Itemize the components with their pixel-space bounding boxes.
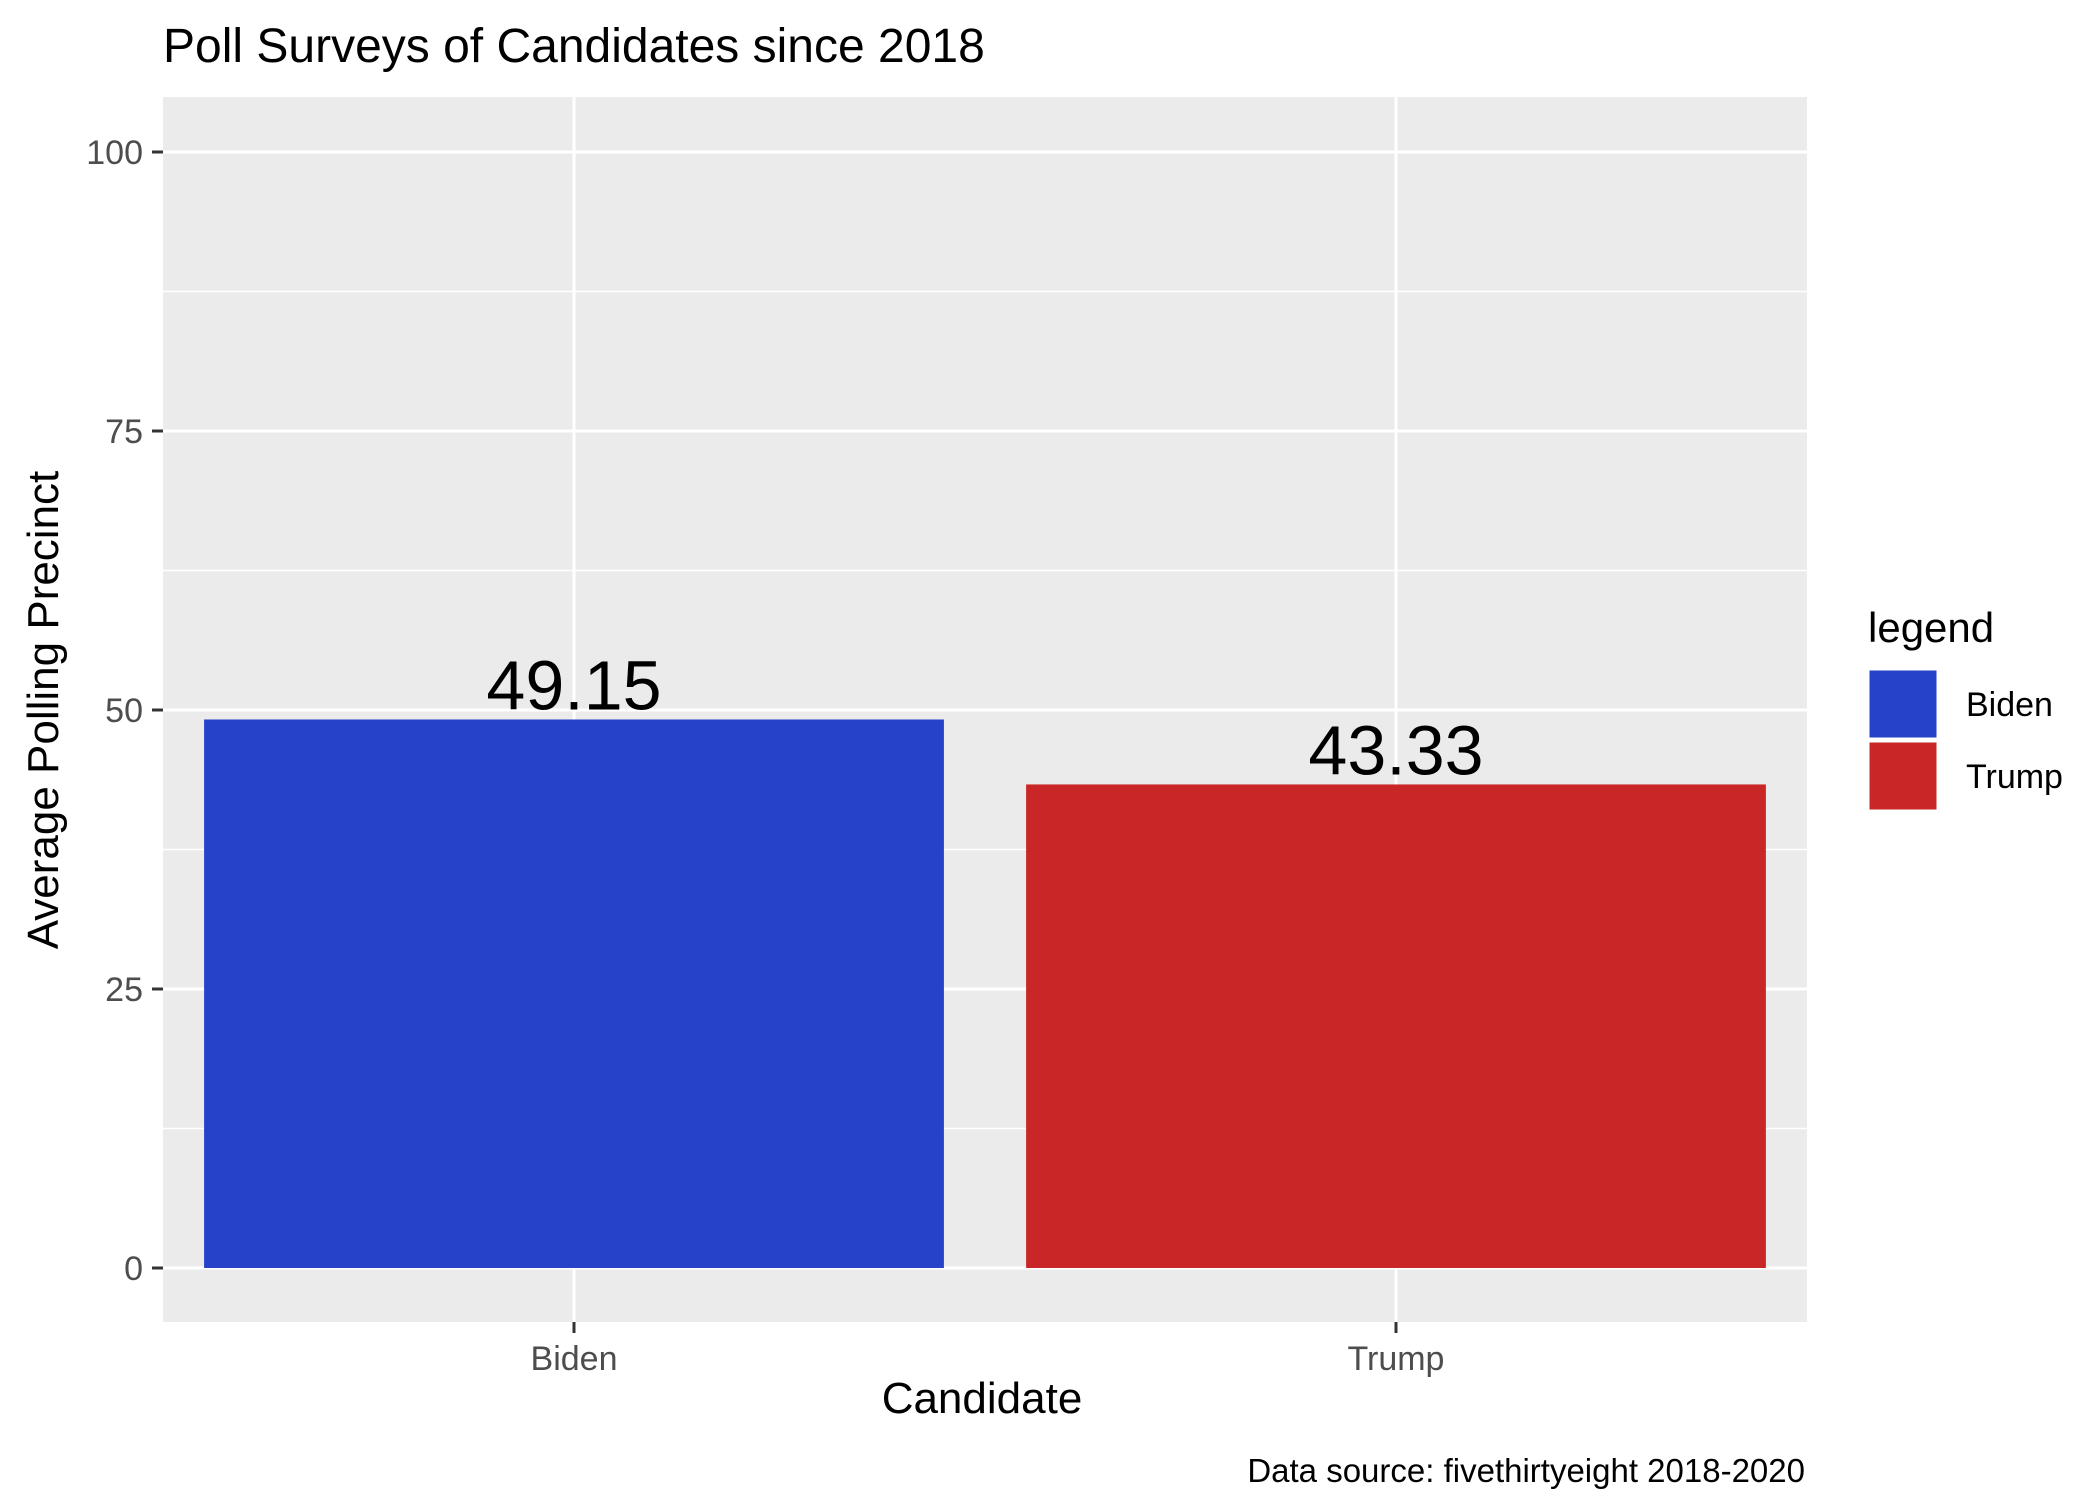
legend: legend Biden Trump bbox=[1866, 604, 2063, 813]
legend-title: legend bbox=[1868, 604, 1994, 651]
bar-value-label-trump: 43.33 bbox=[1308, 711, 1483, 789]
bar-biden bbox=[204, 719, 944, 1268]
chart-title: Poll Surveys of Candidates since 2018 bbox=[163, 20, 985, 73]
bar-trump bbox=[1026, 784, 1766, 1268]
data-source-caption: Data source: fivethirtyeight 2018-2020 bbox=[1247, 1452, 1805, 1489]
legend-label-trump: Trump bbox=[1966, 758, 2063, 796]
bar-value-label-biden: 49.15 bbox=[486, 646, 661, 724]
y-tick-label: 25 bbox=[105, 971, 143, 1009]
y-tick-label: 100 bbox=[86, 134, 143, 172]
y-tick-label: 50 bbox=[105, 692, 143, 730]
legend-label-biden: Biden bbox=[1966, 686, 2053, 724]
legend-key-trump bbox=[1866, 739, 1940, 813]
y-tick-label: 75 bbox=[105, 413, 143, 451]
y-tick-label: 0 bbox=[124, 1250, 143, 1288]
x-axis: Biden Trump bbox=[531, 1322, 1445, 1378]
x-tick-label-biden: Biden bbox=[531, 1340, 618, 1378]
bars bbox=[204, 719, 1766, 1268]
x-axis-title: Candidate bbox=[882, 1374, 1083, 1423]
legend-key-biden bbox=[1866, 667, 1940, 741]
y-axis-title: Average Polling Precinct bbox=[19, 471, 68, 950]
x-tick-label-trump: Trump bbox=[1348, 1340, 1445, 1378]
bar-value-labels: 49.15 43.33 bbox=[486, 646, 1483, 789]
y-axis: 0 25 50 75 100 bbox=[86, 134, 163, 1288]
